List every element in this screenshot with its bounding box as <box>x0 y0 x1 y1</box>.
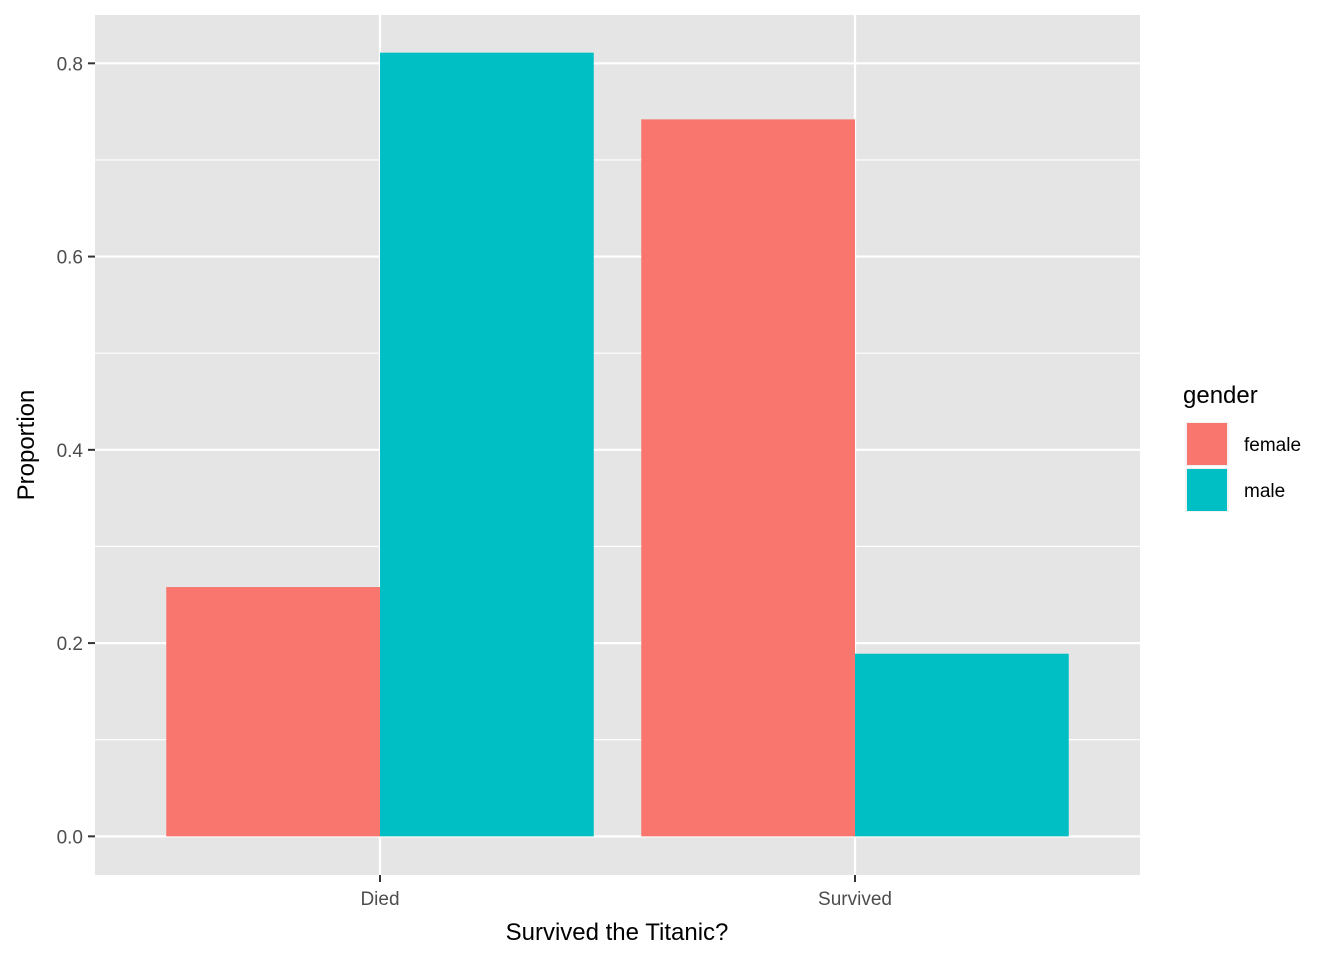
x-tick-label: Died <box>360 889 399 910</box>
bar-female-died <box>166 587 380 837</box>
y-axis-title: Proportion <box>13 390 40 501</box>
y-tick-label: 0.2 <box>57 634 83 655</box>
y-tick-label: 0.8 <box>57 54 83 75</box>
y-axis: 0.0 0.2 0.4 0.6 0.8 <box>57 54 95 848</box>
legend-swatch-male <box>1187 469 1227 511</box>
y-tick-label: 0.6 <box>57 248 83 269</box>
y-tick-label: 0.4 <box>57 441 84 462</box>
legend-label-male: male <box>1244 481 1285 502</box>
x-axis: Died Survived <box>360 875 892 910</box>
x-axis-title: Survived the Titanic? <box>506 919 729 946</box>
legend-swatch-female <box>1187 423 1227 465</box>
bar-male-survived <box>855 653 1069 837</box>
bar-female-survived <box>641 119 855 837</box>
legend: gender female male <box>1183 382 1301 512</box>
bar-male-died <box>380 52 594 837</box>
y-tick-label: 0.0 <box>57 827 83 848</box>
legend-title: gender <box>1183 382 1258 409</box>
legend-label-female: female <box>1244 435 1301 456</box>
bars <box>166 52 1069 837</box>
x-tick-label: Survived <box>818 889 892 910</box>
